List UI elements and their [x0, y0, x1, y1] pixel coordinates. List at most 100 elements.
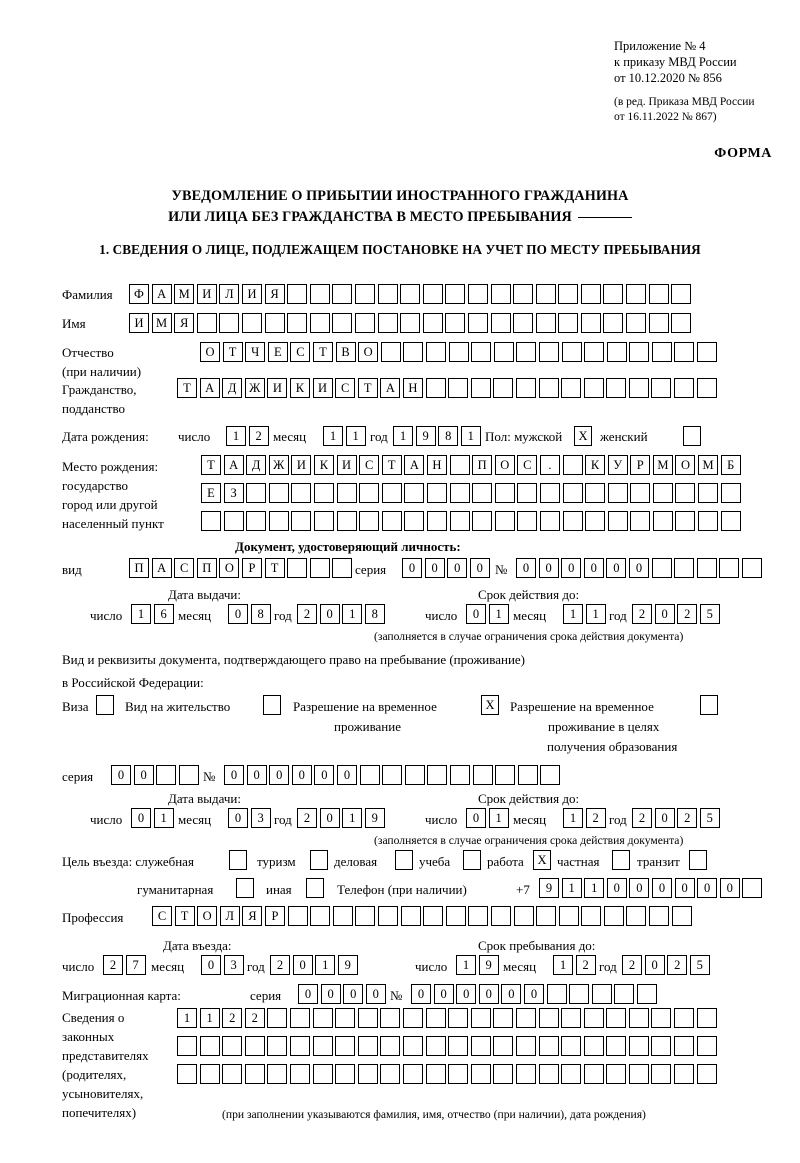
form-cell[interactable]: А — [380, 378, 401, 398]
form-cell[interactable] — [289, 1036, 310, 1056]
form-cell[interactable]: 1 — [460, 426, 481, 446]
form-cell[interactable]: М — [174, 284, 195, 304]
form-cell[interactable]: Т — [201, 455, 221, 475]
form-cell[interactable]: 0 — [629, 878, 650, 898]
form-cell[interactable] — [355, 906, 376, 926]
form-cell[interactable] — [562, 455, 583, 475]
form-cell[interactable]: 1 — [393, 426, 413, 446]
form-cell[interactable]: 8 — [364, 604, 385, 624]
form-cell[interactable]: И — [196, 284, 217, 304]
form-cell[interactable] — [538, 378, 559, 398]
form-cell[interactable] — [495, 765, 516, 785]
form-cell[interactable]: 2 — [667, 955, 688, 975]
visa-checkbox[interactable] — [96, 695, 114, 715]
form-cell[interactable] — [267, 1008, 288, 1028]
form-cell[interactable] — [561, 1008, 582, 1028]
form-cell[interactable] — [561, 1064, 582, 1084]
form-cell[interactable] — [558, 313, 579, 333]
form-cell[interactable] — [354, 284, 375, 304]
form-cell[interactable]: Т — [174, 906, 195, 926]
form-cell[interactable] — [287, 558, 308, 578]
form-cell[interactable]: 0 — [411, 984, 431, 1004]
form-cell[interactable] — [449, 455, 470, 475]
trp-edu-checkbox[interactable] — [700, 695, 718, 715]
form-cell[interactable]: 0 — [343, 984, 364, 1004]
form-cell[interactable]: 9 — [337, 955, 358, 975]
form-cell[interactable]: 0 — [319, 604, 340, 624]
form-cell[interactable]: 1 — [563, 808, 583, 828]
form-cell[interactable] — [606, 1064, 627, 1084]
form-cell[interactable] — [287, 284, 308, 304]
form-cell[interactable] — [310, 906, 331, 926]
form-cell[interactable]: А — [404, 455, 425, 475]
form-cell[interactable] — [493, 1064, 514, 1084]
form-cell[interactable] — [404, 483, 425, 503]
form-cell[interactable] — [423, 906, 444, 926]
form-cell[interactable] — [404, 765, 425, 785]
form-cell[interactable] — [671, 313, 692, 333]
form-cell[interactable] — [335, 1064, 356, 1084]
form-cell[interactable]: 0 — [402, 558, 422, 578]
form-cell[interactable] — [742, 878, 763, 898]
form-cell[interactable] — [289, 1008, 310, 1028]
form-cell[interactable] — [268, 483, 289, 503]
form-cell[interactable] — [628, 378, 649, 398]
form-cell[interactable]: 0 — [654, 808, 675, 828]
form-cell[interactable]: Н — [426, 455, 447, 475]
form-cell[interactable] — [264, 313, 285, 333]
form-cell[interactable]: И — [241, 284, 262, 304]
form-cell[interactable] — [585, 511, 606, 531]
form-cell[interactable]: О — [358, 342, 379, 362]
form-cell[interactable]: 2 — [622, 955, 642, 975]
form-cell[interactable]: Ж — [268, 455, 289, 475]
form-cell[interactable] — [400, 906, 421, 926]
form-cell[interactable]: 1 — [131, 604, 151, 624]
form-cell[interactable] — [581, 906, 602, 926]
form-cell[interactable]: Е — [201, 483, 221, 503]
form-cell[interactable]: 2 — [297, 604, 317, 624]
form-cell[interactable] — [445, 284, 466, 304]
form-cell[interactable]: 0 — [365, 984, 386, 1004]
form-cell[interactable] — [287, 313, 308, 333]
form-cell[interactable]: 7 — [125, 955, 146, 975]
form-cell[interactable] — [583, 1064, 604, 1084]
form-cell[interactable] — [445, 906, 466, 926]
form-cell[interactable] — [720, 511, 741, 531]
form-cell[interactable] — [470, 1036, 491, 1056]
form-cell[interactable] — [425, 1008, 446, 1028]
form-cell[interactable]: 0 — [131, 808, 151, 828]
form-cell[interactable] — [626, 906, 647, 926]
form-cell[interactable] — [354, 313, 375, 333]
form-cell[interactable]: 2 — [677, 808, 698, 828]
form-cell[interactable] — [335, 1036, 356, 1056]
form-cell[interactable] — [674, 1008, 695, 1028]
form-cell[interactable]: 2 — [222, 1008, 243, 1028]
form-cell[interactable]: 0 — [606, 878, 627, 898]
form-cell[interactable] — [719, 558, 740, 578]
form-cell[interactable]: Д — [246, 455, 267, 475]
form-cell[interactable] — [674, 1036, 695, 1056]
form-cell[interactable] — [651, 1008, 672, 1028]
form-cell[interactable] — [538, 342, 559, 362]
form-cell[interactable] — [425, 1036, 446, 1056]
form-cell[interactable]: Я — [242, 906, 263, 926]
form-cell[interactable] — [674, 342, 695, 362]
form-cell[interactable]: 1 — [153, 808, 174, 828]
form-cell[interactable]: О — [197, 906, 218, 926]
form-cell[interactable] — [449, 511, 470, 531]
form-cell[interactable]: И — [336, 455, 357, 475]
form-cell[interactable]: П — [472, 455, 493, 475]
form-cell[interactable] — [403, 342, 424, 362]
form-cell[interactable] — [470, 1064, 491, 1084]
form-cell[interactable]: С — [174, 558, 195, 578]
form-cell[interactable]: Т — [381, 455, 402, 475]
